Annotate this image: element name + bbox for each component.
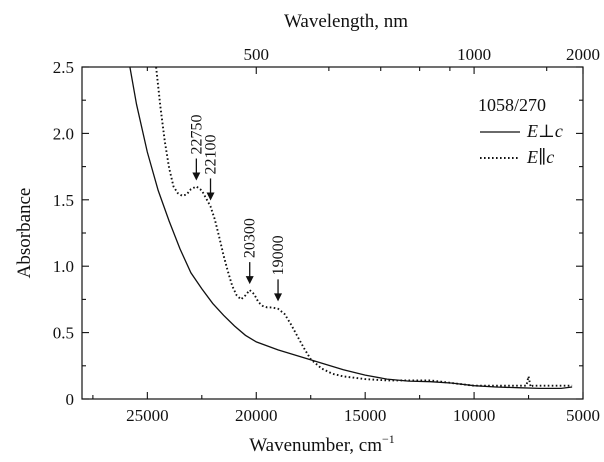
y-tick-label: 0 xyxy=(66,390,75,409)
legend: 1058/270 E⊥c E∥c xyxy=(478,95,563,167)
x-axis-title-superscript: −1 xyxy=(382,432,395,446)
annotation-arrowhead xyxy=(274,293,283,302)
y-tick-label: 1.5 xyxy=(53,191,74,210)
x-tick-label: 10000 xyxy=(453,406,496,425)
y-axis-title: Absorbance xyxy=(14,188,35,279)
series-e-par-c-line xyxy=(155,66,573,389)
legend-label-e-par-c: E∥c xyxy=(526,147,554,167)
series-group xyxy=(129,66,573,390)
legend-label-e-perp-c: E⊥c xyxy=(526,121,563,141)
x-tick-label: 25000 xyxy=(126,406,169,425)
top-wavelength-axis: 500 1000 2000 xyxy=(146,45,600,74)
y-tick-label: 2.0 xyxy=(53,124,74,143)
y-tick-label: 1.0 xyxy=(53,257,74,276)
annotation-arrowhead xyxy=(192,172,201,181)
x-tick-label: 20000 xyxy=(235,406,278,425)
x-tick-label: 15000 xyxy=(344,406,387,425)
y-axis: 0 0.5 1.0 1.5 2.0 2.5 xyxy=(53,58,583,409)
x-axis-title: Wavenumber, cm−1 xyxy=(249,432,395,456)
x-axis: 25000 20000 15000 10000 5000 xyxy=(92,392,600,425)
annotation-arrowhead xyxy=(245,276,254,285)
y-tick-label: 0.5 xyxy=(53,324,74,343)
top-tick-label: 500 xyxy=(244,45,270,64)
legend-title: 1058/270 xyxy=(478,95,546,115)
top-tick-label: 1000 xyxy=(457,45,491,64)
annotation-label: 20300 xyxy=(242,218,259,258)
top-tick-label: 2000 xyxy=(566,45,600,64)
x-axis-title-main: Wavenumber, cm xyxy=(249,435,382,456)
top-axis-title: Wavelength, nm xyxy=(284,11,408,32)
annotation-label: 22750 xyxy=(188,115,205,155)
annotation-arrowhead xyxy=(206,192,215,201)
annotation-label: 19000 xyxy=(270,235,287,275)
y-tick-label: 2.5 xyxy=(53,58,74,77)
x-tick-label: 5000 xyxy=(566,406,600,425)
annotation-label: 22100 xyxy=(203,134,220,174)
plot-frame xyxy=(81,66,584,400)
